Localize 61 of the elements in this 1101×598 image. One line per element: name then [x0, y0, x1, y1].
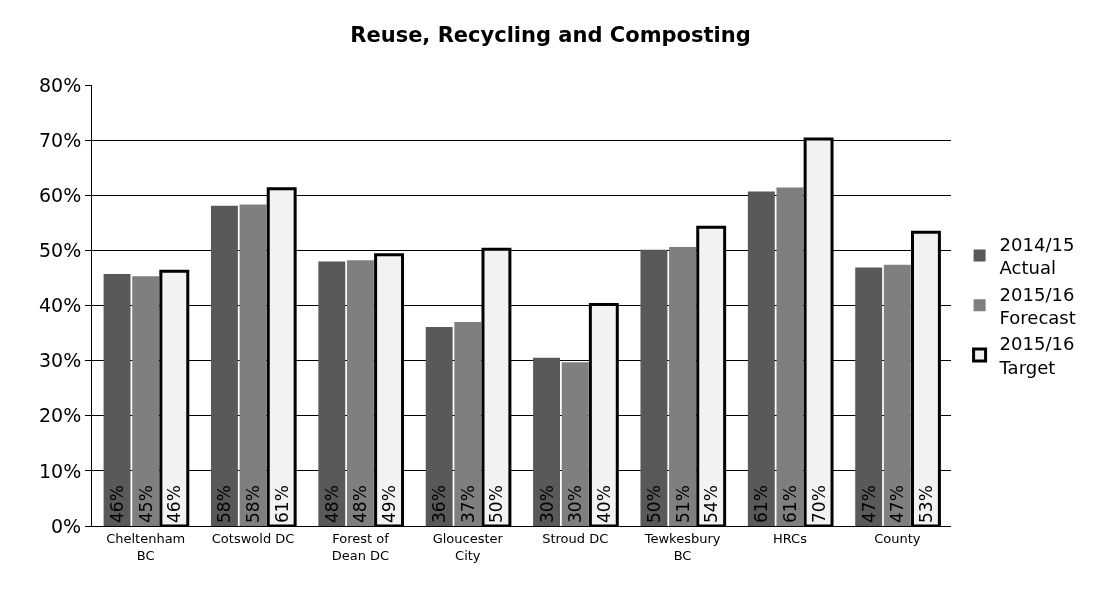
y-tick-label: 10%: [38, 459, 82, 482]
data-label: 46%: [164, 485, 185, 523]
data-label: 58%: [214, 485, 235, 523]
data-label: 61%: [779, 485, 800, 523]
data-label: 54%: [701, 485, 722, 523]
y-tick-label: 50%: [38, 239, 82, 262]
bar: [454, 322, 482, 526]
legend-label: 2014/15 Actual: [999, 233, 1075, 279]
bar: [210, 205, 238, 526]
data-label: 47%: [887, 485, 908, 523]
legend-label: 2015/16 Forecast: [999, 283, 1076, 328]
data-label: 30%: [565, 485, 586, 523]
bar: [533, 357, 561, 526]
y-tick-label: 60%: [38, 183, 82, 206]
bar: [239, 204, 267, 526]
bar: [103, 274, 131, 526]
bar: [883, 264, 911, 526]
legend-label: 2015/16 Target: [998, 333, 1075, 378]
data-label: 47%: [858, 485, 879, 523]
x-tick-label: Cheltenham BC: [106, 530, 186, 563]
bar: [318, 261, 346, 526]
bar: [747, 191, 775, 526]
y-tick-label: 80%: [38, 73, 82, 96]
x-tick-label: Stroud DC: [542, 530, 609, 546]
bar: [776, 187, 804, 526]
data-label: 40%: [593, 485, 614, 523]
data-label: 45%: [135, 485, 156, 523]
x-tick-label: HRCs: [772, 530, 808, 546]
x-tick-label: Cotswold DC: [211, 530, 295, 546]
data-label: 50%: [643, 485, 664, 523]
bar: [855, 267, 883, 526]
x-tick-label: County: [874, 530, 921, 546]
data-label: 53%: [915, 485, 936, 523]
x-tick-label: Tewkesbury BC: [643, 530, 721, 563]
y-tick-label: 40%: [38, 294, 82, 317]
data-label: 61%: [751, 485, 772, 523]
bar: [346, 260, 374, 526]
y-tick-label: 70%: [38, 128, 82, 151]
bar: [669, 247, 697, 526]
data-label: 58%: [243, 485, 264, 523]
data-label: 48%: [321, 485, 342, 523]
bar: [561, 362, 589, 526]
data-label: 48%: [350, 485, 371, 523]
chart-title: Reuse, Recycling and Composting: [350, 22, 751, 47]
data-label: 36%: [429, 485, 450, 523]
y-tick-label: 30%: [38, 349, 82, 372]
data-label: 51%: [672, 485, 693, 523]
y-tick-label: 20%: [38, 404, 82, 427]
data-label: 30%: [536, 485, 557, 523]
y-tick-label: 0%: [51, 514, 82, 537]
data-label: 61%: [271, 485, 292, 523]
bar: [425, 327, 453, 526]
x-tick-label: Gloucester City: [432, 530, 504, 563]
data-label: 46%: [107, 485, 128, 523]
data-label: 70%: [808, 485, 829, 523]
data-label: 37%: [457, 485, 478, 523]
bar: [640, 249, 668, 526]
bar: [132, 276, 160, 526]
data-label: 50%: [486, 485, 507, 523]
data-label: 49%: [379, 485, 400, 523]
x-tick-label: Forest of Dean DC: [331, 530, 390, 563]
